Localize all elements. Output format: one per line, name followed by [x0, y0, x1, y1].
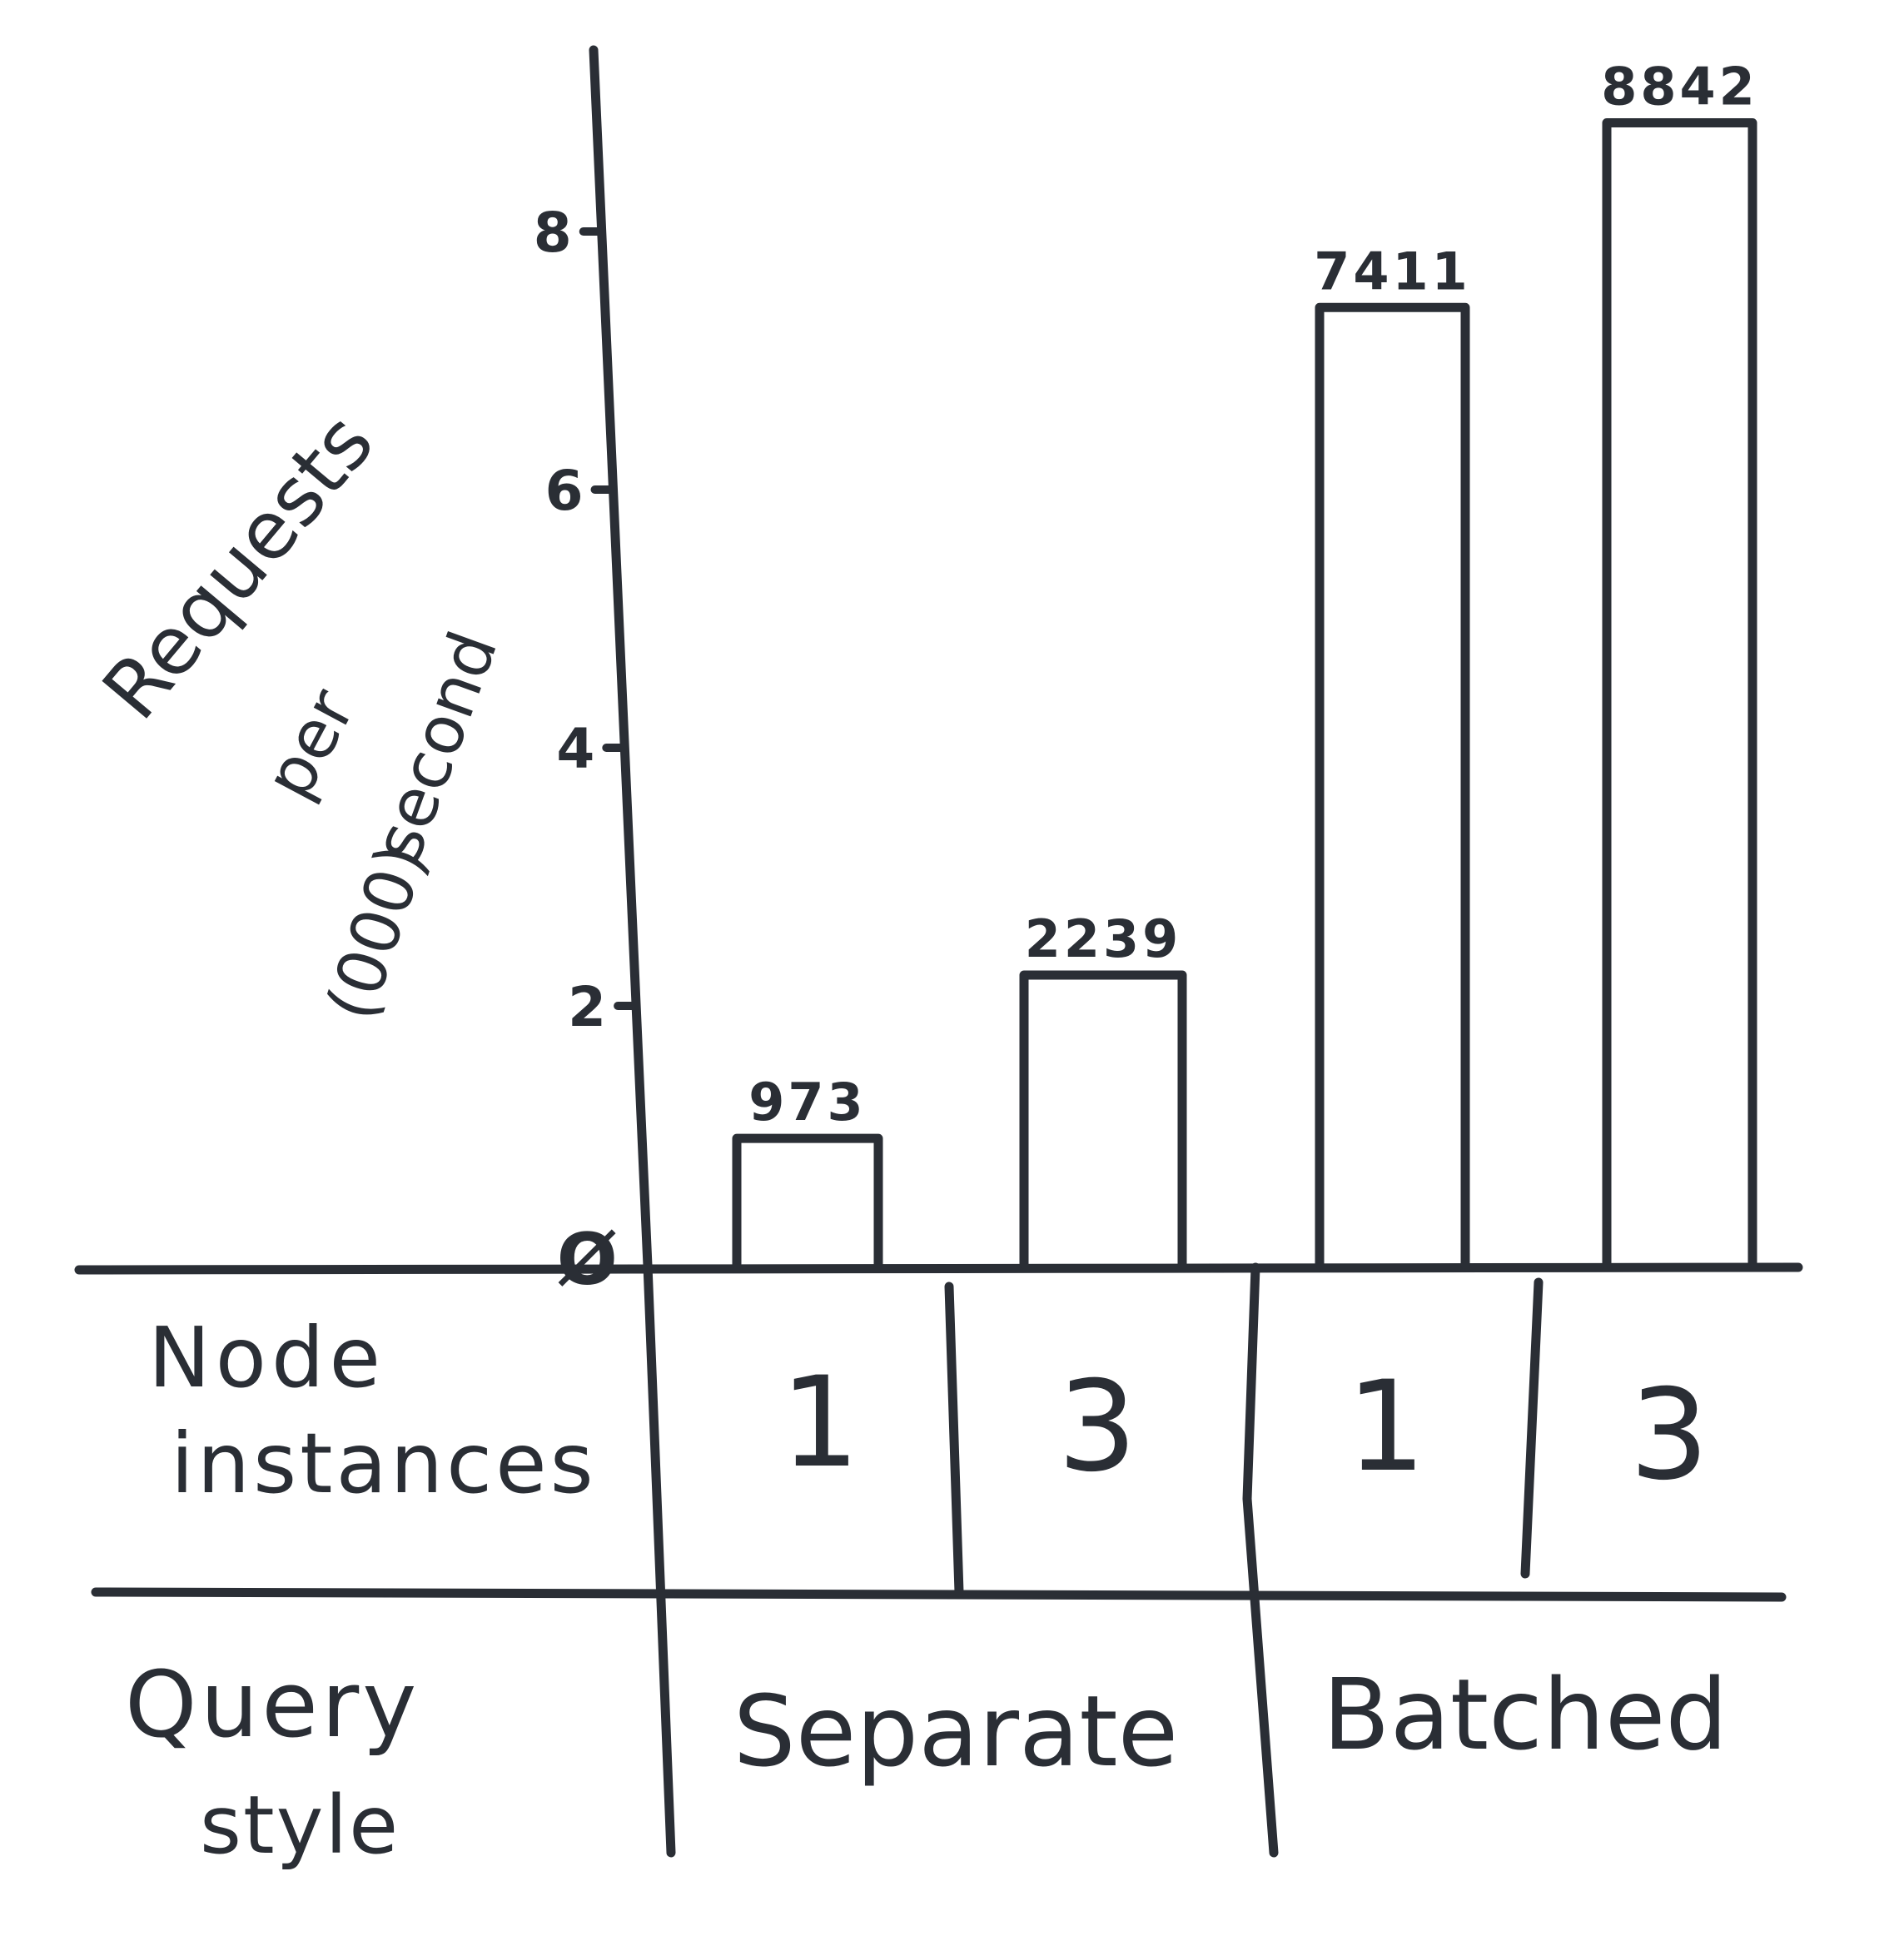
bar [732, 1133, 883, 1269]
y-tick-label: 8 [534, 201, 572, 265]
y-axis-title-line-2: per [250, 677, 370, 811]
x-axis-line [74, 1262, 1803, 1275]
y-axis-title-line-1: Requests [85, 396, 392, 737]
bar [1315, 302, 1470, 1269]
y-axis-title-line-3: second [358, 622, 512, 872]
bar-value-label: 973 [748, 1072, 866, 1132]
query-style-label-line-1: Query [125, 1651, 420, 1758]
node-instances-cell: 3 [1057, 1355, 1136, 1500]
node-instances-cell: 1 [780, 1351, 859, 1496]
bar [1019, 970, 1187, 1269]
query-style-row: Separate Batched [733, 1657, 1728, 1789]
node-instances-cell: 3 [1629, 1363, 1708, 1508]
row-divider-line [91, 1587, 1787, 1602]
bar [1602, 117, 1757, 1269]
y-axis-title: Requests per second (000) [85, 396, 513, 1029]
bar-value-label: 8842 [1601, 56, 1758, 117]
node-divider-left [944, 1282, 964, 1597]
query-style-cell: Batched [1323, 1657, 1728, 1772]
bars: 973 2239 7411 8842 [732, 56, 1758, 1269]
y-axis-line [589, 45, 676, 1858]
y-tick-label: 4 [556, 717, 594, 781]
y-axis-ticks: Ø 2 4 6 8 [534, 201, 641, 1301]
query-style-label-line-2: style [200, 1779, 400, 1872]
y-tick-label: 6 [545, 459, 584, 523]
node-divider-right [1520, 1277, 1544, 1579]
bar-value-label: 7411 [1314, 241, 1471, 301]
y-tick-label: 2 [568, 975, 606, 1039]
node-instances-label-line-1: Node [148, 1309, 385, 1406]
chart-frame [74, 45, 1803, 1858]
node-instances-row: 1 3 1 3 [780, 1351, 1708, 1508]
query-style-cell: Separate [733, 1674, 1178, 1789]
y-axis-title-line-4: (000) [312, 835, 441, 1029]
bar-value-label: 2239 [1025, 908, 1182, 969]
node-instances-label-line-2: instances [171, 1415, 597, 1512]
row-labels: Node instances Query style [125, 1309, 597, 1872]
query-style-divider-line [1242, 1262, 1279, 1858]
node-instances-cell: 1 [1346, 1355, 1425, 1500]
y-tick-label: Ø [557, 1218, 618, 1301]
